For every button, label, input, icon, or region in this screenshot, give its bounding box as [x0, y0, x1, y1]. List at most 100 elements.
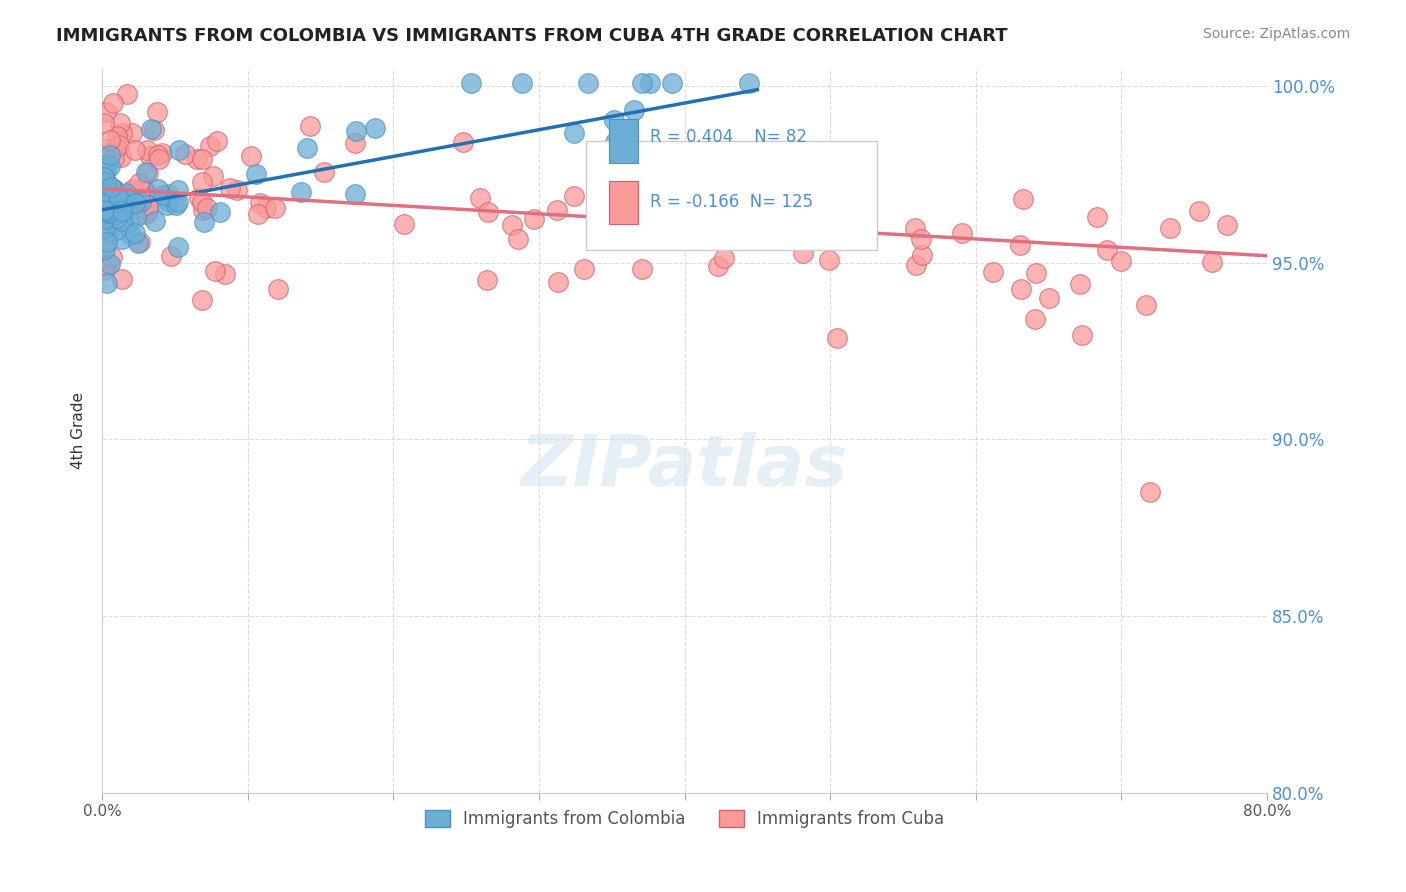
Point: [167, 184, 190, 198]
Point: [792, 246, 814, 260]
Point: [98, 199, 121, 213]
FancyBboxPatch shape: [585, 141, 877, 250]
Point: [1201, 255, 1223, 269]
Text: Source: ZipAtlas.com: Source: ZipAtlas.com: [1202, 27, 1350, 41]
Point: [1012, 192, 1035, 206]
Point: [264, 201, 287, 215]
Point: [1010, 282, 1032, 296]
Point: [135, 207, 157, 221]
Point: [344, 124, 367, 138]
Point: [93, 222, 115, 236]
Point: [156, 194, 179, 208]
Text: R = -0.166  N= 125: R = -0.166 N= 125: [650, 194, 813, 211]
Point: [124, 143, 146, 157]
Point: [93, 212, 115, 227]
Point: [107, 208, 129, 222]
Point: [267, 282, 290, 296]
Point: [156, 198, 179, 212]
Point: [1025, 266, 1047, 280]
Point: [104, 141, 127, 155]
Point: [103, 95, 125, 110]
Point: [817, 252, 839, 267]
Point: [117, 197, 139, 211]
Point: [1109, 253, 1132, 268]
Point: [107, 194, 129, 209]
Point: [108, 138, 131, 153]
Point: [98, 133, 121, 147]
Point: [135, 165, 157, 179]
Point: [103, 183, 125, 197]
Point: [104, 207, 127, 221]
Point: [193, 215, 215, 229]
Point: [100, 179, 122, 194]
Text: IMMIGRANTS FROM COLOMBIA VS IMMIGRANTS FROM CUBA 4TH GRADE CORRELATION CHART: IMMIGRANTS FROM COLOMBIA VS IMMIGRANTS F…: [56, 27, 1008, 45]
Point: [1135, 298, 1157, 312]
Point: [111, 203, 134, 218]
Point: [186, 152, 208, 166]
Point: [904, 220, 927, 235]
Point: [728, 198, 751, 212]
Point: [841, 207, 863, 221]
Point: [1038, 291, 1060, 305]
Point: [299, 119, 322, 133]
Point: [98, 147, 121, 161]
Point: [93, 192, 115, 206]
Point: [910, 248, 932, 262]
Point: [295, 141, 318, 155]
Point: [191, 152, 214, 166]
Point: [546, 202, 568, 217]
Point: [198, 139, 221, 153]
Point: [105, 128, 128, 143]
Point: [245, 167, 267, 181]
Point: [136, 166, 159, 180]
Text: ZIPatlas: ZIPatlas: [520, 433, 848, 501]
Point: [111, 232, 134, 246]
Point: [197, 201, 219, 215]
Point: [103, 197, 125, 211]
Point: [173, 147, 195, 161]
Point: [1159, 221, 1181, 235]
Point: [1188, 203, 1211, 218]
Point: [111, 272, 134, 286]
Point: [93, 170, 115, 185]
Point: [96, 178, 118, 193]
Point: [136, 203, 159, 218]
Point: [98, 193, 121, 207]
Point: [124, 226, 146, 240]
Bar: [609, 120, 638, 162]
Point: [165, 198, 187, 212]
Point: [139, 149, 162, 163]
Point: [145, 104, 167, 119]
Point: [96, 276, 118, 290]
Point: [167, 143, 190, 157]
Point: [190, 194, 212, 209]
Point: [204, 264, 226, 278]
Point: [128, 235, 150, 250]
Point: [96, 157, 118, 171]
Point: [638, 76, 661, 90]
Point: [138, 190, 160, 204]
Point: [603, 113, 626, 128]
Point: [128, 176, 150, 190]
Point: [191, 175, 214, 189]
Point: [93, 204, 115, 219]
Point: [779, 222, 801, 236]
Point: [136, 198, 159, 212]
Point: [148, 153, 170, 167]
Point: [630, 261, 652, 276]
Point: [950, 226, 973, 240]
Point: [111, 126, 134, 140]
Point: [312, 165, 335, 179]
Point: [111, 204, 134, 219]
Point: [562, 126, 585, 140]
Point: [125, 210, 148, 224]
Point: [160, 249, 183, 263]
Point: [191, 202, 214, 217]
Bar: [609, 181, 638, 224]
Point: [167, 240, 190, 254]
Point: [344, 136, 367, 150]
Point: [343, 187, 366, 202]
Point: [190, 293, 212, 308]
Point: [98, 160, 121, 174]
Point: [105, 211, 128, 226]
